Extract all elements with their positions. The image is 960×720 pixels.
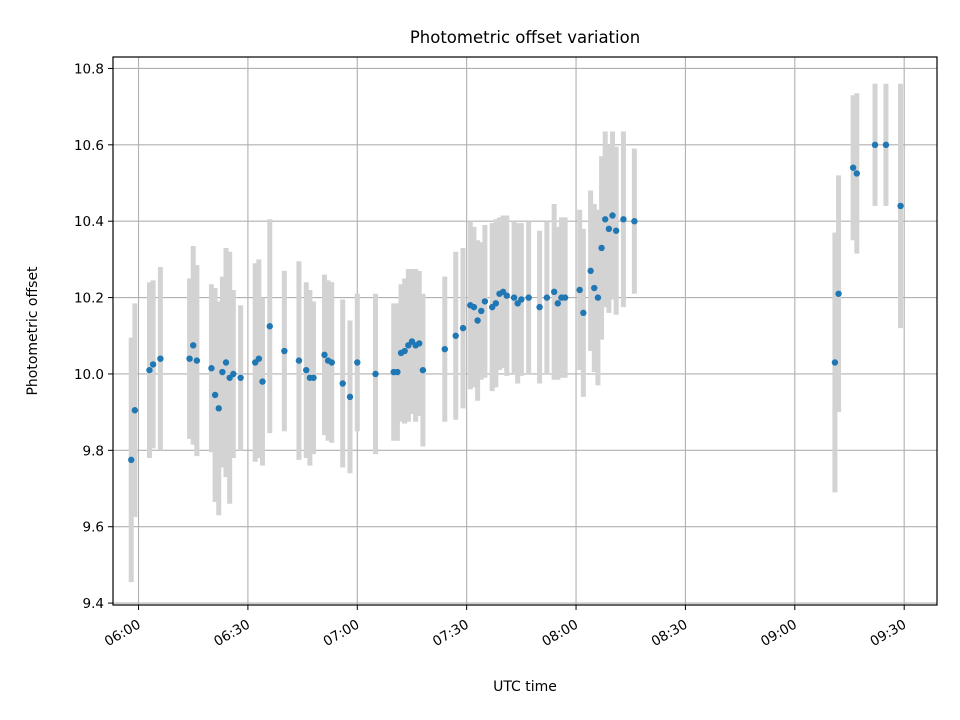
data-point [835,290,842,297]
error-bars [128,83,904,583]
x-axis: 06:00 06:30 07:00 07:30 08:00 08:30 09:00 09:30 [102,605,909,650]
data-point [394,368,401,376]
data-point [605,225,613,233]
data-point [295,357,303,364]
data-point [259,378,266,385]
data-point [525,294,532,301]
data-point [441,345,448,353]
data-point [266,323,273,330]
x-axis-label: UTC time [493,679,557,695]
data-point [591,284,598,292]
data-point [255,355,263,362]
data-point [222,359,230,366]
x-tick-label: 07:00 [321,617,363,650]
y-tick-label: 10.4 [74,214,104,230]
data-point [631,218,638,225]
x-tick-label: 07:30 [430,617,472,650]
data-point [339,380,346,387]
data-point [897,202,904,210]
data-point [419,366,427,374]
data-point [882,141,890,149]
data-point [609,212,616,219]
data-point [481,298,489,305]
data-point [186,355,193,362]
x-tick-label: 06:00 [102,617,144,650]
data-point [543,294,551,301]
grid [113,57,937,605]
data-point [459,324,467,332]
data-point [518,296,525,303]
data-point [598,244,605,252]
data-point [550,288,558,296]
y-tick-label: 9.6 [83,520,104,536]
data-point [230,370,237,378]
data-point [354,359,361,366]
y-tick-label: 10.2 [74,291,104,307]
data-point [211,391,219,399]
data-point [321,351,328,359]
x-tick-label: 08:00 [539,617,581,650]
y-tick-label: 10.8 [74,61,104,77]
data-point [190,342,197,349]
data-point [452,332,459,339]
data-point [416,340,423,347]
x-tick-label: 06:30 [211,617,253,650]
data-point [849,164,857,171]
x-tick-label: 08:30 [649,617,691,650]
data-point [478,307,485,315]
data-point [612,227,620,234]
data-point [146,366,153,374]
data-point [131,407,139,414]
data-point [219,368,226,376]
data-point [503,292,510,299]
data-point [831,359,839,366]
data-point [328,359,335,366]
y-tick-label: 10.6 [74,138,104,154]
y-tick-label: 10.0 [74,367,104,383]
data-point [157,355,164,362]
data-point [554,300,562,307]
data-point [536,303,543,311]
data-point [470,303,478,311]
data-point [208,365,215,372]
x-tick-label: 09:00 [758,617,800,650]
data-points [128,141,904,464]
y-tick-label: 9.4 [83,596,104,612]
data-point [474,317,481,324]
data-point [492,300,500,307]
data-point [281,347,288,355]
data-point [510,294,518,301]
data-point [401,347,408,355]
data-point [346,393,354,401]
data-point [149,361,157,368]
data-point [561,294,569,301]
data-point [594,294,602,301]
data-point [372,370,379,378]
x-tick-label: 09:30 [867,617,909,650]
y-tick-label: 9.8 [83,443,104,459]
data-point [193,357,201,364]
data-point [602,216,609,223]
data-point [215,405,222,412]
data-point [237,374,244,381]
data-point [871,141,879,149]
data-point [128,456,135,464]
chart-title: Photometric offset variation [410,28,640,47]
data-point [587,267,594,275]
data-point [853,170,860,177]
data-point [576,286,583,294]
plot-frame [112,56,938,606]
data-point [580,309,587,317]
data-point [620,216,627,223]
data-point [303,366,310,374]
y-axis-label: Photometric offset [25,266,41,396]
y-axis: 9.4 9.6 9.8 10.0 10.2 10.4 10.6 10.8 [74,61,113,612]
data-point [310,374,317,381]
